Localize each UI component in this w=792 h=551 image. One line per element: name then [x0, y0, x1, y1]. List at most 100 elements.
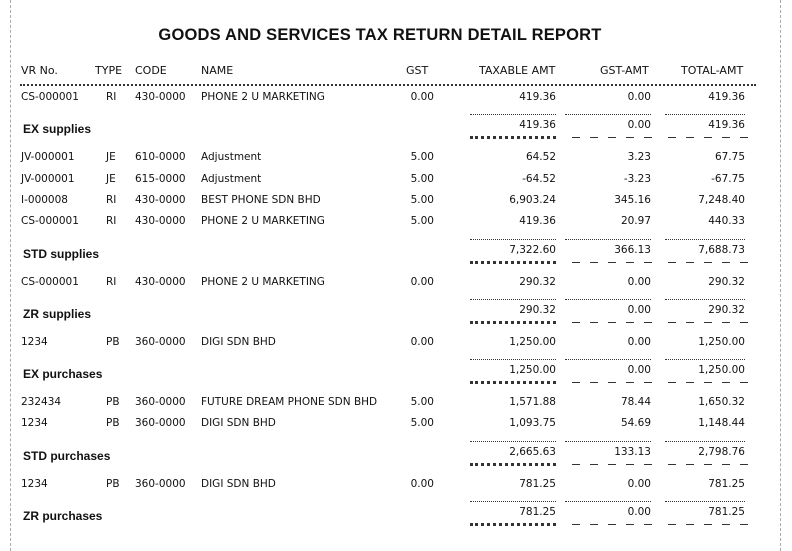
subtotal-row: 7,322.60 366.13 7,688.73	[0, 244, 792, 258]
cell-name: BEST PHONE SDN BHD	[201, 193, 321, 206]
cell-vr-no: CS-000001	[21, 215, 79, 228]
subtotal-row: 2,665.63 133.13 2,798.76	[0, 446, 792, 460]
cell-code: 360-0000	[135, 335, 186, 348]
subtotal-rule-gst-amt	[565, 114, 651, 116]
subtotal-gst-amt: 0.00	[627, 506, 651, 518]
subtotal-taxable-amt: 781.25	[519, 506, 556, 518]
cell-name: FUTURE DREAM PHONE SDN BHD	[201, 396, 378, 409]
col-gst-amt: GST-AMT	[600, 64, 649, 77]
cell-code: 430-0000	[135, 215, 186, 228]
cell-gst: 5.00	[410, 151, 434, 164]
table-row: CS-000001 RI 430-0000 PHONE 2 U MARKETING 0.…	[0, 276, 792, 290]
cell-gst: 0.00	[410, 275, 434, 288]
subtotal-taxable-amt: 1,250.00	[509, 364, 556, 377]
cell-gst: 0.00	[410, 477, 434, 490]
subtotal-taxable-amt: 419.36	[519, 119, 556, 132]
cell-taxable-amt: 781.25	[519, 477, 556, 490]
cell-gst: 0.00	[410, 91, 434, 103]
cell-code: 360-0000	[135, 477, 186, 490]
cell-taxable-amt: 64.52	[525, 151, 556, 164]
subtotal-double-rule	[470, 320, 556, 324]
subtotal-double-rule	[470, 260, 556, 264]
cell-name: Adjustment	[201, 151, 262, 164]
cell-code: 360-0000	[135, 417, 186, 430]
cell-total-amt: 1,148.44	[698, 417, 745, 430]
subtotal-rule-total	[665, 298, 745, 300]
subtotal-total-amt: 7,688.73	[698, 243, 745, 256]
subtotal-gst-amt: 0.00	[627, 119, 651, 132]
subtotal-total-amt: 1,250.00	[698, 364, 745, 377]
table-row: 1234 PB 360-0000 DIGI SDN BHD 0.00 781.25 0.00…	[0, 478, 792, 492]
subtotal-rule-taxable	[470, 114, 556, 116]
cell-taxable-amt: 419.36	[519, 91, 556, 103]
subtotal-gst-amt: 366.13	[614, 243, 651, 256]
subtotal-rule-total	[665, 114, 745, 116]
cell-gst: 5.00	[410, 417, 434, 430]
group-label: EX supplies	[23, 122, 92, 137]
cell-code: 430-0000	[135, 275, 186, 288]
cell-gst-amt: 0.00	[627, 91, 651, 103]
table-row: CS-000001 RI 430-0000 PHONE 2 U MARKETING 0.…	[0, 91, 792, 105]
page-margin-left	[10, 0, 11, 551]
group-label: STD supplies	[23, 246, 100, 261]
subtotal-rule-gst-amt	[565, 440, 651, 442]
col-vr-no: VR No.	[21, 64, 58, 77]
subtotal-rule-taxable	[470, 298, 556, 300]
subtotal-total-amt: 781.25	[708, 506, 745, 518]
column-header-row: VR No. TYPE CODE NAME GST TAXABLE AMT GS…	[0, 64, 792, 78]
subtotal-taxable-amt: 7,322.60	[509, 243, 556, 256]
table-row: 1234 PB 360-0000 DIGI SDN BHD 5.00 1,093.75 54…	[0, 417, 792, 431]
cell-vr-no: JV-000001	[21, 151, 75, 164]
cell-vr-no: I-000008	[21, 193, 68, 206]
subtotal-gst-amt: 0.00	[627, 303, 651, 316]
cell-gst-amt: -3.23	[623, 172, 651, 185]
cell-vr-no: 232434	[21, 396, 62, 409]
col-gst: GST	[406, 64, 429, 77]
cell-gst: 5.00	[410, 215, 434, 228]
cell-gst-amt: 20.97	[620, 215, 651, 228]
subtotal-rule-taxable	[470, 238, 556, 240]
cell-gst: 5.00	[410, 172, 434, 185]
subtotal-row: 419.36 0.00 419.36	[0, 119, 792, 133]
cell-code: 430-0000	[135, 91, 186, 103]
cell-vr-no: 1234	[21, 417, 48, 430]
cell-taxable-amt: 419.36	[519, 215, 556, 228]
cell-name: PHONE 2 U MARKETING	[201, 275, 325, 288]
cell-name: PHONE 2 U MARKETING	[201, 91, 325, 103]
subtotal-gst-amt: 133.13	[614, 445, 651, 458]
cell-vr-no: 1234	[21, 335, 48, 348]
cell-total-amt: 67.75	[714, 151, 745, 164]
col-total-amt: TOTAL-AMT	[681, 64, 744, 77]
cell-type: RI	[106, 275, 117, 288]
cell-total-amt: 1,650.32	[698, 396, 745, 409]
group-label: EX purchases	[23, 367, 103, 382]
cell-code: 610-0000	[135, 151, 186, 164]
cell-name: Adjustment	[201, 172, 262, 185]
group-label: ZR purchases	[23, 509, 103, 523]
subtotal-rule-total	[665, 440, 745, 442]
subtotal-rule-taxable	[470, 440, 556, 442]
cell-total-amt: 290.32	[708, 275, 745, 288]
cell-type: RI	[106, 91, 117, 103]
cell-name: DIGI SDN BHD	[201, 417, 276, 430]
table-row: 1234 PB 360-0000 DIGI SDN BHD 0.00 1,250.00 0.…	[0, 336, 792, 350]
cell-total-amt: -67.75	[711, 172, 745, 185]
subtotal-total-amt: 2,798.76	[698, 445, 745, 458]
cell-total-amt: 7,248.40	[698, 193, 745, 206]
subtotal-total-amt: 419.36	[708, 119, 745, 132]
subtotal-rule-gst-amt	[565, 238, 651, 240]
cell-taxable-amt: -64.52	[522, 172, 556, 185]
subtotal-rule-total	[665, 238, 745, 240]
subtotal-row: 1,250.00 0.00 1,250.00	[0, 364, 792, 378]
cell-type: PB	[106, 396, 120, 409]
subtotal-double-rule	[470, 381, 556, 385]
cell-vr-no: CS-000001	[21, 91, 79, 103]
subtotal-rule-gst-amt	[565, 359, 651, 361]
cell-gst-amt: 0.00	[627, 275, 651, 288]
cell-gst-amt: 345.16	[614, 193, 651, 206]
cell-gst-amt: 0.00	[627, 477, 651, 490]
cell-taxable-amt: 290.32	[519, 275, 556, 288]
col-type: TYPE	[95, 64, 123, 77]
subtotal-taxable-amt: 2,665.63	[509, 445, 556, 458]
subtotal-total-amt: 290.32	[708, 303, 745, 316]
